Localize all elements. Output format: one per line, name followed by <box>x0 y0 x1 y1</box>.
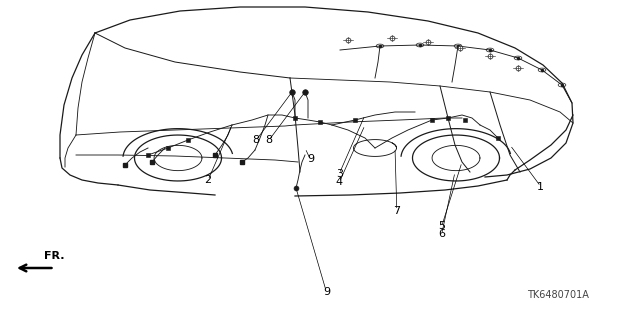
Text: TK6480701A: TK6480701A <box>527 290 589 300</box>
Text: 8: 8 <box>265 135 273 145</box>
Text: 4: 4 <box>335 177 343 188</box>
Text: 2: 2 <box>204 175 212 185</box>
Text: 1: 1 <box>538 182 544 192</box>
Text: 8: 8 <box>252 135 260 145</box>
Text: 5: 5 <box>438 221 445 232</box>
Text: 3: 3 <box>336 169 342 179</box>
Text: 6: 6 <box>438 229 445 240</box>
Text: 7: 7 <box>393 205 401 216</box>
Text: 9: 9 <box>323 287 330 297</box>
Text: 9: 9 <box>307 154 314 165</box>
Text: FR.: FR. <box>44 251 64 261</box>
